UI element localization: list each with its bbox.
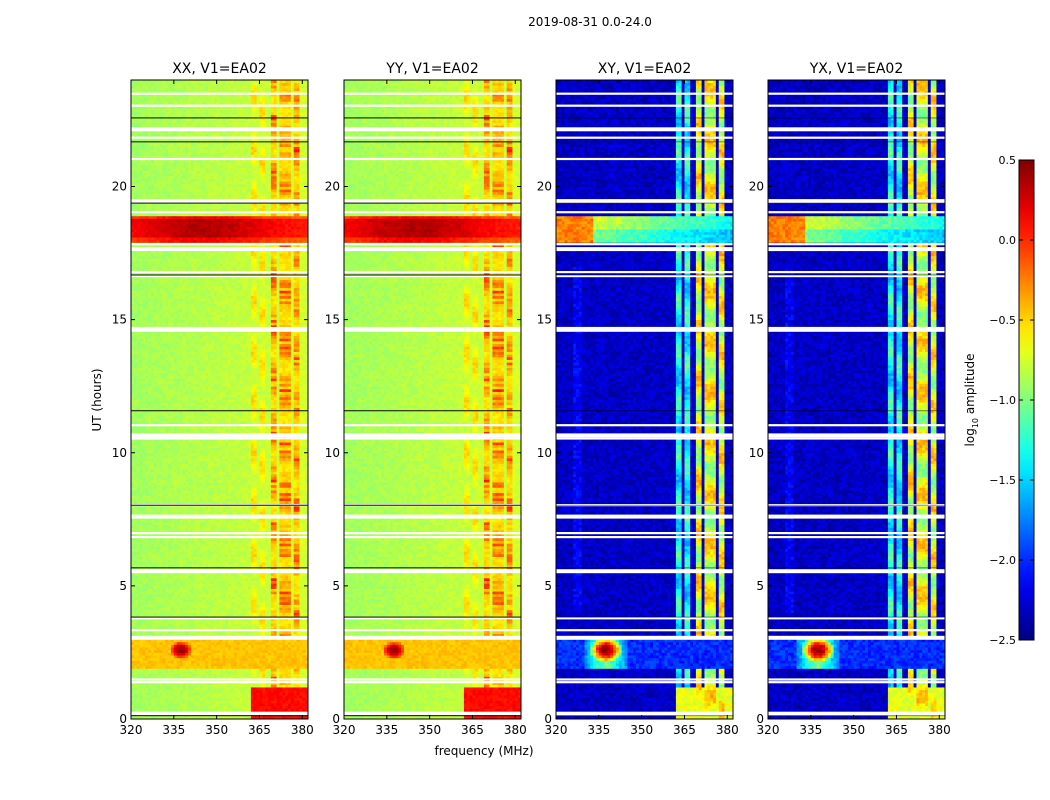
x-tick-label: 335 (587, 723, 610, 737)
x-tick-label: 380 (928, 723, 951, 737)
panel-frame (555, 79, 734, 720)
x-tick-label: 320 (757, 723, 780, 737)
y-tick-label: 5 (756, 579, 764, 593)
panel-xx: XX, V1=EA02 320 335 350 365 380 0 5 10 15 20 (112, 61, 314, 737)
y-tick-label: 20 (537, 180, 552, 194)
x-tick-label: 335 (162, 723, 185, 737)
panel-title: YX, V1=EA02 (809, 61, 904, 77)
y-tick-label: 0 (119, 712, 127, 726)
x-tick-label: 320 (333, 723, 356, 737)
x-axis-label: frequency (MHz) (434, 744, 533, 758)
y-tick-label: 15 (749, 313, 764, 327)
x-tick-label: 335 (375, 723, 398, 737)
panel-xy: XY, V1=EA02 320 335 350 365 380 0 5 10 15 20 (537, 61, 739, 737)
panel-frame (130, 79, 309, 720)
y-tick-label: 0 (544, 712, 552, 726)
colorbar-label: log10 amplitude (963, 354, 980, 447)
heatmap-image (556, 80, 733, 719)
panel-title: XX, V1=EA02 (172, 61, 267, 77)
x-tick-label: 380 (291, 723, 314, 737)
colorbar-tick-label: −1.5 (989, 474, 1016, 487)
y-tick-label: 0 (756, 712, 764, 726)
colorbar-tick-label: −0.5 (989, 314, 1016, 327)
y-tick-label: 5 (332, 579, 340, 593)
y-axis-label: UT (hours) (90, 368, 104, 431)
panel-frame (767, 79, 946, 720)
x-tick-label: 350 (205, 723, 228, 737)
x-tick-label: 350 (842, 723, 865, 737)
y-tick-label: 5 (544, 579, 552, 593)
y-tick-label: 20 (325, 180, 340, 194)
colorbar-tick-label: 0.5 (999, 154, 1017, 167)
colorbar-tick-label: −2.0 (989, 554, 1016, 567)
x-tick-label: 320 (545, 723, 568, 737)
panel-title: XY, V1=EA02 (598, 61, 692, 77)
panel-yx: YX, V1=EA02 320 335 350 365 380 0 5 10 15 20 (749, 61, 951, 737)
panel-yy: YY, V1=EA02 320 335 350 365 380 0 5 10 15 20 (325, 61, 527, 737)
heatmap-image (131, 80, 308, 719)
heatmap-image (768, 80, 945, 719)
y-tick-label: 15 (325, 313, 340, 327)
y-tick-label: 20 (749, 180, 764, 194)
x-tick-label: 350 (630, 723, 653, 737)
x-tick-label: 380 (504, 723, 527, 737)
panel-frame (343, 79, 522, 720)
x-tick-label: 350 (418, 723, 441, 737)
y-tick-label: 10 (325, 446, 340, 460)
y-tick-label: 15 (112, 313, 127, 327)
y-tick-label: 10 (537, 446, 552, 460)
panel-title: YY, V1=EA02 (385, 61, 478, 77)
x-tick-label: 365 (248, 723, 271, 737)
x-tick-label: 320 (120, 723, 143, 737)
y-tick-label: 10 (112, 446, 127, 460)
y-tick-label: 10 (749, 446, 764, 460)
colorbar: 0.5 0.0 −0.5 −1.0 −1.5 −2.0 −2.5 log10 amplitud… (963, 154, 1035, 647)
x-tick-label: 335 (799, 723, 822, 737)
y-tick-label: 20 (112, 180, 127, 194)
x-tick-label: 365 (673, 723, 696, 737)
y-tick-label: 0 (332, 712, 340, 726)
x-tick-label: 380 (716, 723, 739, 737)
colorbar-tick-label: −1.0 (989, 394, 1016, 407)
heatmap-image (344, 80, 521, 719)
y-tick-label: 5 (119, 579, 127, 593)
y-tick-label: 15 (537, 313, 552, 327)
x-tick-label: 365 (885, 723, 908, 737)
x-tick-label: 365 (461, 723, 484, 737)
figure-title: 2019-08-31 0.0-24.0 (528, 15, 652, 29)
colorbar-tick-label: −2.5 (989, 634, 1016, 647)
colorbar-tick-label: 0.0 (999, 234, 1017, 247)
